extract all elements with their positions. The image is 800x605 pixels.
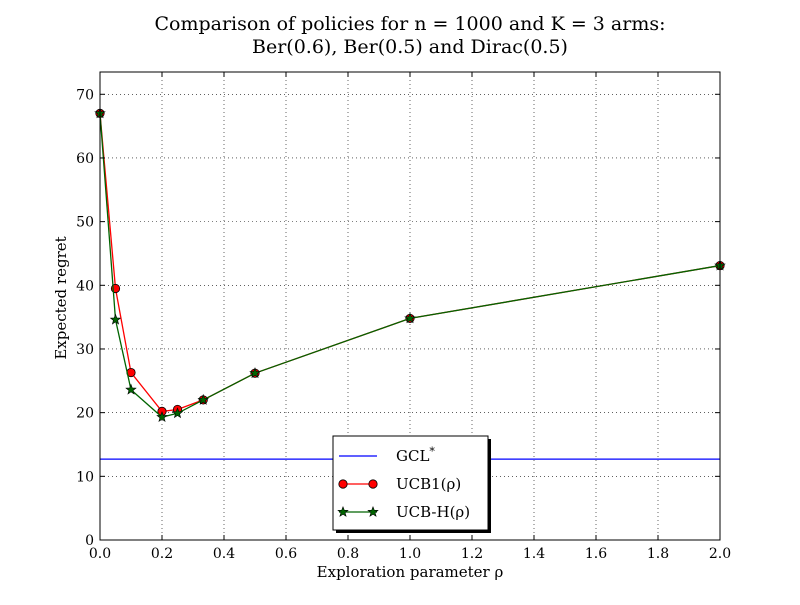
- series-2: [94, 107, 726, 423]
- data-point: [197, 393, 209, 405]
- legend-label: UCB1(ρ): [396, 475, 461, 493]
- legend-marker: [367, 505, 379, 517]
- x-tick-label: 2.0: [709, 546, 731, 562]
- legend-marker: [338, 479, 348, 489]
- data-point: [249, 367, 261, 379]
- legend-label-text: GCL: [396, 447, 429, 465]
- y-tick-label: 40: [76, 278, 94, 294]
- legend-marker: [337, 505, 349, 517]
- y-tick-label: 60: [76, 151, 94, 167]
- x-tick-label: 1.2: [461, 546, 483, 562]
- y-tick-label: 50: [76, 215, 94, 231]
- title-line-2: Ber(0.6), Ber(0.5) and Dirac(0.5): [252, 36, 568, 58]
- series-line: [99, 113, 721, 418]
- data-point: [125, 383, 137, 395]
- title-line-1: Comparison of policies for n = 1000 and …: [154, 13, 665, 35]
- y-tick-label: 0: [85, 533, 94, 549]
- legend-entry: GCL*: [339, 445, 435, 465]
- x-tick-label: 1.8: [647, 546, 669, 562]
- legend-entry: UCB-H(ρ): [337, 503, 470, 521]
- series-1: [95, 108, 725, 416]
- y-tick-label: 30: [76, 342, 94, 358]
- x-tick-label: 0.8: [337, 546, 359, 562]
- y-axis-label: Expected regret: [52, 236, 70, 359]
- x-tick-label: 0.4: [213, 546, 235, 562]
- data-point: [156, 411, 168, 423]
- legend-label: GCL*: [396, 445, 435, 465]
- x-axis-label: Exploration parameter ρ: [317, 563, 504, 581]
- data-point: [404, 312, 416, 324]
- series-layer: [94, 107, 726, 460]
- x-tick-labels: 0.0 0.2 0.4 0.6 0.8 1.0 1.2 1.4 1.6 1.8 2.0: [89, 546, 731, 562]
- legend-entry: UCB1(ρ): [338, 475, 461, 493]
- legend-box: [332, 435, 489, 531]
- y-tick-label: 20: [76, 406, 94, 422]
- x-tick-label: 0.6: [275, 546, 297, 562]
- legend-label-text: UCB-H(ρ): [396, 503, 470, 521]
- data-point: [171, 407, 184, 419]
- x-tick-label: 1.6: [585, 546, 607, 562]
- x-tick-label: 1.4: [523, 546, 545, 562]
- legend: GCL* UCB1(ρ) UCB-H(ρ): [332, 435, 491, 533]
- y-tick-label: 10: [76, 469, 94, 485]
- data-point: [109, 313, 122, 325]
- x-tick-label: 0.2: [151, 546, 173, 562]
- ticks: [99, 72, 721, 541]
- x-tick-label: 1.0: [399, 546, 421, 562]
- legend-marker: [368, 479, 378, 489]
- legend-label-text: UCB1(ρ): [396, 475, 461, 493]
- y-tick-labels: 0 10 20 30 40 50 60 70: [76, 87, 94, 549]
- legend-label-superscript: *: [429, 445, 435, 458]
- legend-label: UCB-H(ρ): [396, 503, 470, 521]
- x-tick-label: 0.0: [89, 546, 111, 562]
- y-tick-label: 70: [76, 87, 94, 103]
- chart-title: Comparison of policies for n = 1000 and …: [154, 13, 665, 58]
